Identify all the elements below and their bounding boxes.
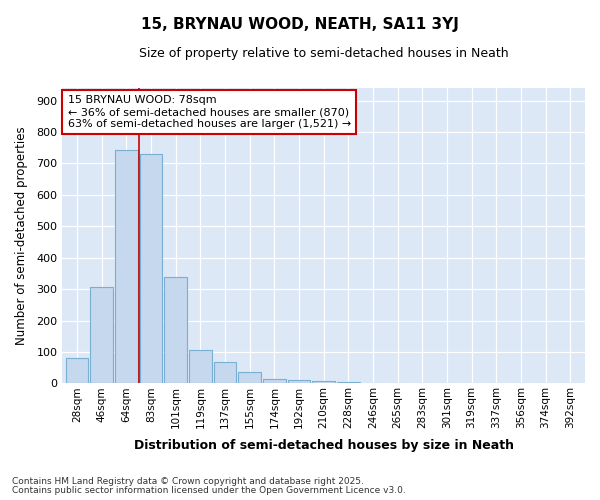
- Bar: [337, 382, 359, 384]
- Bar: [115, 150, 138, 384]
- Bar: [140, 154, 163, 384]
- Bar: [263, 379, 286, 384]
- Text: 15 BRYNAU WOOD: 78sqm
← 36% of semi-detached houses are smaller (870)
63% of sem: 15 BRYNAU WOOD: 78sqm ← 36% of semi-deta…: [68, 96, 351, 128]
- Bar: [362, 383, 385, 384]
- Bar: [287, 380, 310, 384]
- Bar: [238, 372, 261, 384]
- Bar: [313, 380, 335, 384]
- Text: 15, BRYNAU WOOD, NEATH, SA11 3YJ: 15, BRYNAU WOOD, NEATH, SA11 3YJ: [141, 18, 459, 32]
- Y-axis label: Number of semi-detached properties: Number of semi-detached properties: [15, 126, 28, 345]
- Bar: [214, 362, 236, 384]
- Title: Size of property relative to semi-detached houses in Neath: Size of property relative to semi-detach…: [139, 48, 508, 60]
- Bar: [91, 286, 113, 384]
- Text: Contains HM Land Registry data © Crown copyright and database right 2025.: Contains HM Land Registry data © Crown c…: [12, 477, 364, 486]
- X-axis label: Distribution of semi-detached houses by size in Neath: Distribution of semi-detached houses by …: [134, 440, 514, 452]
- Text: Contains public sector information licensed under the Open Government Licence v3: Contains public sector information licen…: [12, 486, 406, 495]
- Bar: [189, 350, 212, 384]
- Bar: [66, 358, 88, 384]
- Bar: [164, 278, 187, 384]
